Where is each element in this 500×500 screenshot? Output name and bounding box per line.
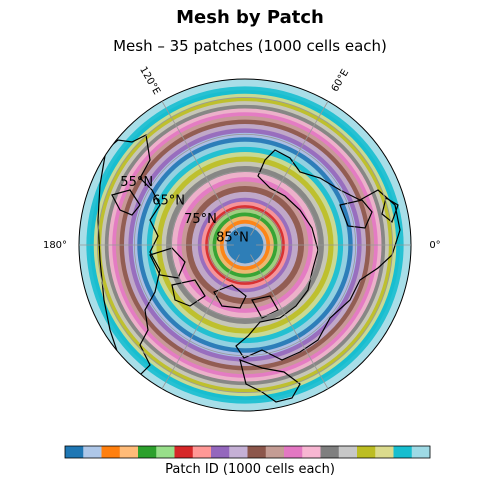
colorbar	[64, 445, 431, 459]
lon-label-180: 180°	[43, 240, 67, 251]
colorbar-swatch-4	[138, 446, 157, 458]
figure-subtitle: Mesh – 35 patches (1000 cells each)	[113, 37, 387, 55]
patch-band-0	[226, 226, 264, 264]
colorbar-swatch-19	[411, 446, 431, 458]
meridian-60	[250, 101, 329, 236]
lon-label-120: 120°E	[137, 65, 162, 97]
colorbar-swatch-3	[119, 446, 139, 458]
patch-bands	[79, 79, 411, 411]
colorbar-swatch-18	[393, 446, 413, 458]
colorbar-swatch-2	[101, 446, 121, 458]
colorbar-swatch-10	[247, 446, 267, 458]
landmasses	[97, 134, 401, 403]
colorbar-swatch-8	[211, 446, 230, 458]
landmass-europe-north	[339, 197, 399, 229]
colorbar-swatch-12	[284, 446, 303, 458]
colorbar-swatch-7	[192, 446, 212, 458]
colorbar-swatch-14	[320, 446, 340, 458]
lat-label-55: 55°N	[120, 175, 153, 190]
colorbar-swatch-13	[302, 446, 321, 458]
colorbar-swatch-1	[83, 446, 102, 458]
landmass-siberia-islands	[213, 284, 279, 319]
meridian-240	[161, 254, 240, 389]
lat-label-85: 85°N	[216, 230, 249, 245]
colorbar-swatch-16	[357, 446, 376, 458]
colorbar-swatch-15	[338, 446, 358, 458]
landmass-greenland	[111, 189, 141, 216]
lon-label-0: 0°	[429, 240, 440, 251]
lon-label-60: 60°E	[330, 68, 352, 94]
colorbar-label: Patch ID (1000 cells each)	[165, 462, 335, 477]
colorbar-swatch-6	[174, 446, 194, 458]
meridian-300	[250, 254, 329, 389]
colorbar-swatch-0	[65, 446, 84, 458]
lat-label-65: 65°N	[152, 193, 185, 208]
landmass-asia-south	[239, 359, 301, 403]
colorbar-swatch-17	[375, 446, 394, 458]
lat-label-75: 75°N	[184, 212, 217, 227]
figure-title: Mesh by Patch	[176, 7, 324, 28]
meridian-120	[161, 101, 240, 236]
colorbar-swatch-11	[265, 446, 285, 458]
colorbar-frame	[64, 445, 431, 459]
landmass-eurasia	[235, 149, 401, 361]
landmass-north-america	[97, 134, 161, 376]
latitude-labels: 55°N 65°N 75°N 85°N	[120, 175, 249, 245]
colorbar-swatch-5	[156, 446, 175, 458]
colorbar-swatch-9	[229, 446, 248, 458]
graticule	[78, 78, 412, 412]
